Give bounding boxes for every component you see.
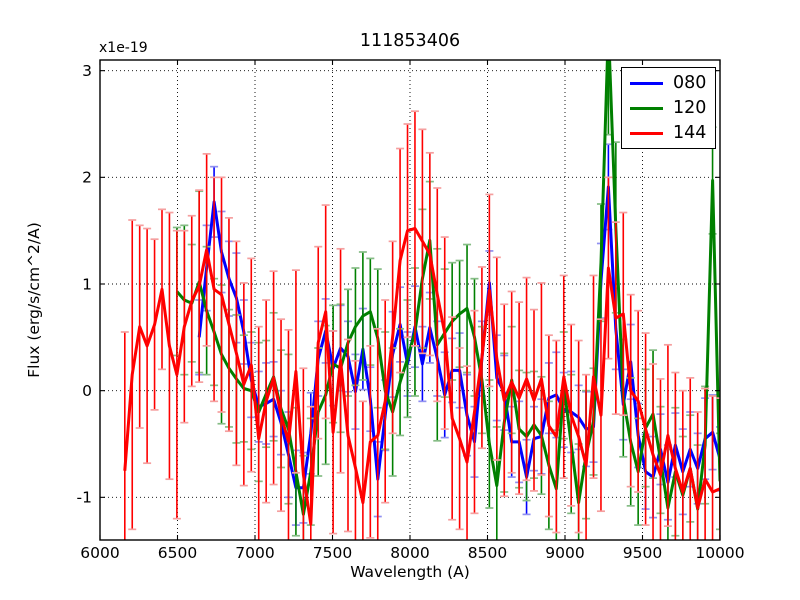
y-axis-label: Flux (erg/s/cm^2/A) bbox=[25, 222, 43, 378]
series-line-120 bbox=[175, 60, 720, 516]
y-tick-label: 1 bbox=[82, 275, 92, 293]
x-tick-label: 7500 bbox=[313, 544, 352, 562]
legend-entry-144: 144 bbox=[622, 121, 715, 146]
legend-swatch-120-icon bbox=[630, 106, 663, 111]
tick-labels: 6000 6500 7000 7500 8000 8500 9000 9500 10000 -1 0… bbox=[77, 62, 745, 562]
legend-label: 144 bbox=[673, 122, 707, 143]
axis-frame bbox=[99, 59, 721, 541]
legend-entry-080: 080 bbox=[622, 71, 715, 96]
data-series bbox=[120, 60, 720, 540]
x-tick-label: 7000 bbox=[235, 544, 274, 562]
y-tick-label: 2 bbox=[82, 169, 92, 187]
x-tick-label: 8000 bbox=[390, 544, 429, 562]
y-tick-label: 3 bbox=[82, 62, 92, 80]
y-axis-offset-label: x1e-19 bbox=[99, 40, 148, 56]
y-tick-label: 0 bbox=[82, 382, 92, 400]
series-line-144 bbox=[123, 227, 720, 526]
x-axis-label: Wavelength (A) bbox=[350, 563, 470, 581]
x-tick-label: 9500 bbox=[623, 544, 662, 562]
legend-label: 120 bbox=[673, 97, 707, 118]
x-tick-label: 9000 bbox=[545, 544, 584, 562]
x-tick-label: 8500 bbox=[468, 544, 507, 562]
legend-label: 080 bbox=[673, 72, 707, 93]
x-tick-label: 6500 bbox=[158, 544, 197, 562]
x-tick-label: 10000 bbox=[695, 544, 744, 562]
y-tick-label: -1 bbox=[77, 489, 92, 507]
legend-swatch-144-icon bbox=[630, 131, 663, 136]
series-144 bbox=[120, 110, 720, 540]
legend: 080 120 144 bbox=[621, 67, 716, 149]
x-tick-label: 6000 bbox=[80, 544, 119, 562]
legend-entry-120: 120 bbox=[622, 96, 715, 121]
legend-swatch-080-icon bbox=[630, 81, 663, 86]
chart-title: 111853406 bbox=[360, 31, 460, 51]
